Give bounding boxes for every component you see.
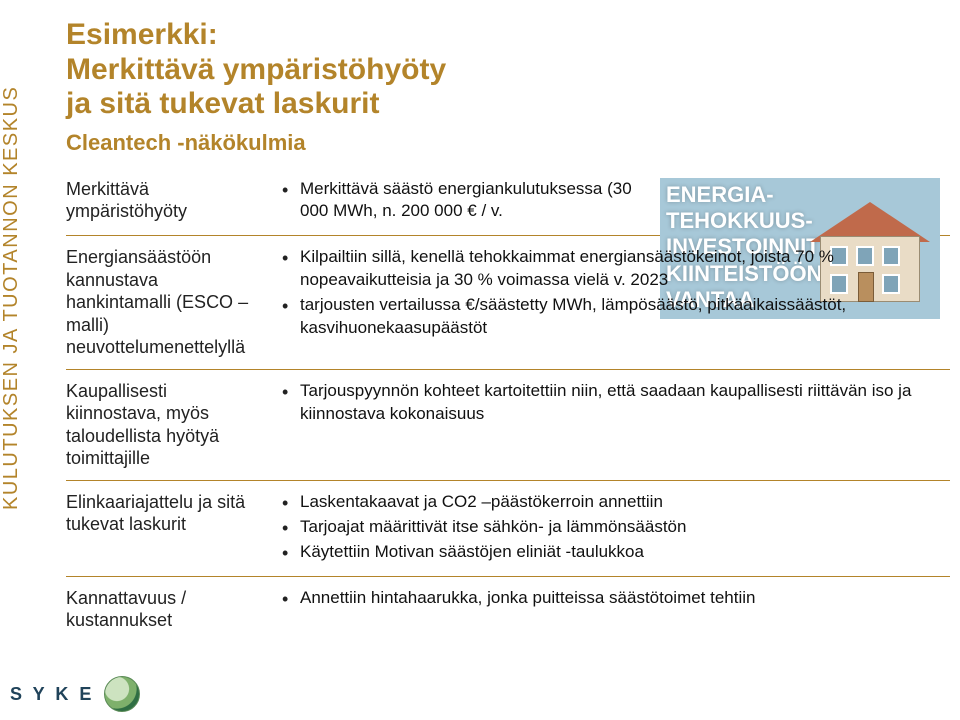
grid-row: Merkittävä ympäristöhyöty Merkittävä sää… [66, 168, 950, 236]
title-line-3: ja sitä tukevat laskurit [66, 87, 950, 122]
slide-content: Esimerkki: Merkittävä ympäristöhyöty ja … [48, 0, 960, 720]
row-right: Tarjouspyynnön kohteet kartoitettiin nii… [266, 369, 950, 480]
row-left: Kannattavuus / kustannukset [66, 576, 266, 642]
row-right: Laskentakaavat ja CO2 –päästökerroin ann… [266, 480, 950, 576]
footer-logo: S Y K E [10, 676, 140, 712]
bullet: Annettiin hintahaarukka, jonka puitteiss… [282, 587, 950, 610]
subtitle: Cleantech -näkökulmia [66, 130, 950, 156]
bullet: Käytettiin Motivan säästöjen eliniät -ta… [282, 541, 950, 564]
body-layout: ENERGIA- TEHOKKUUS- INVESTOINNIT 14 KIIN… [66, 168, 950, 642]
row-right: Merkittävä säästö energiankulutuksessa (… [266, 168, 950, 236]
bullet: Tarjouspyynnön kohteet kartoitettiin nii… [282, 380, 950, 426]
grid-row: Kannattavuus / kustannukset Annettiin hi… [66, 576, 950, 642]
sidebar-text: KULUTUKSEN JA TUOTANNON KESKUS [0, 86, 23, 510]
bullet: Merkittävä säästö energiankulutuksessa (… [282, 178, 650, 224]
title-block: Esimerkki: Merkittävä ympäristöhyöty ja … [66, 18, 950, 156]
bullet: Kilpailtiin sillä, kenellä tehokkaimmat … [282, 246, 950, 292]
bullet: Laskentakaavat ja CO2 –päästökerroin ann… [282, 491, 950, 514]
sidebar-vertical-label: KULUTUKSEN JA TUOTANNON KESKUS [0, 0, 38, 720]
grid-row: Kaupallisesti kiinnostava, myös taloudel… [66, 369, 950, 480]
row-left: Kaupallisesti kiinnostava, myös taloudel… [66, 369, 266, 480]
grid-row: Elinkaariajattelu ja sitä tukevat laskur… [66, 480, 950, 576]
bullet: Tarjoajat määrittivät itse sähkön- ja lä… [282, 516, 950, 539]
logo-text: S Y K E [10, 684, 94, 705]
row-left: Elinkaariajattelu ja sitä tukevat laskur… [66, 480, 266, 576]
grid-row: Energiansäästöön kannustava hankintamall… [66, 236, 950, 370]
row-right: Kilpailtiin sillä, kenellä tehokkaimmat … [266, 236, 950, 370]
bullet: tarjousten vertailussa €/säästetty MWh, … [282, 294, 950, 340]
row-left: Energiansäästöön kannustava hankintamall… [66, 236, 266, 370]
globe-icon [104, 676, 140, 712]
row-right: Annettiin hintahaarukka, jonka puitteiss… [266, 576, 950, 642]
title-line-2: Merkittävä ympäristöhyöty [66, 53, 950, 88]
title-line-1: Esimerkki: [66, 18, 950, 53]
row-left: Merkittävä ympäristöhyöty [66, 168, 266, 236]
